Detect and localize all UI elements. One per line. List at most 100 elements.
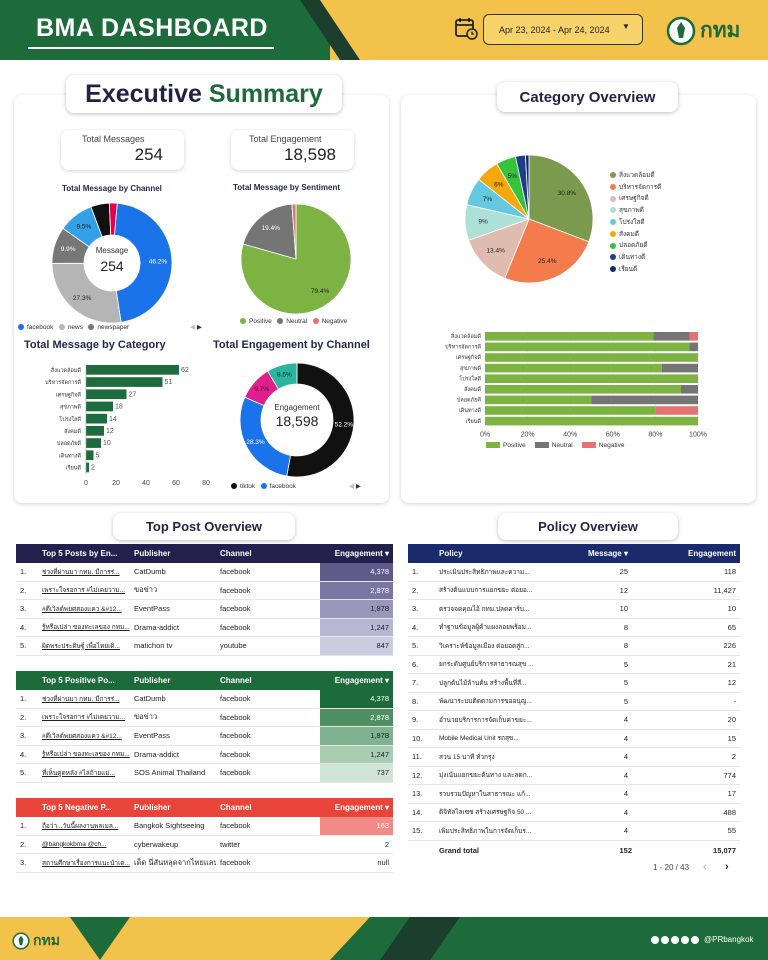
stacked-bar-segment[interactable] <box>655 406 698 415</box>
table-row[interactable]: 5. ที่เห็นดูดหลัง #ไล่ถ้ายแม่... SOS Anima… <box>16 763 393 783</box>
table-row[interactable]: 2. @bangkokbma @ch... cyberwakeup twitter 2 <box>16 835 393 854</box>
stacked-bar-segment[interactable] <box>591 395 699 405</box>
line-icon[interactable] <box>691 935 699 944</box>
pie-slice[interactable] <box>286 363 354 477</box>
calendar-icon[interactable] <box>454 16 478 40</box>
table-row[interactable]: 11. สวน 15 นาที ทั่วกรุง 4 2 <box>408 747 740 767</box>
sort-engagement-header[interactable]: Engagement ▾ <box>320 544 393 563</box>
category-bar[interactable] <box>86 389 127 400</box>
category-bar[interactable] <box>86 438 101 448</box>
table-row[interactable]: 5. วิเคราะห์ข้อมูลเมือง ต่อยอดสู่ก... 8 226 <box>408 636 740 656</box>
stacked-bar-segment[interactable] <box>485 385 681 394</box>
stacked-bar-segment[interactable] <box>485 342 690 352</box>
pie-slice[interactable] <box>524 155 530 220</box>
post-link[interactable]: เพราะใจรอการ #ไม่เคยวาม... <box>38 581 130 600</box>
stacked-bar-segment[interactable] <box>653 332 690 341</box>
stacked-bar-segment[interactable] <box>680 385 698 394</box>
table-row[interactable]: 3. สถานศึกษาเรื่องการแนะนำเด... เด็ด นี่สั… <box>16 853 393 873</box>
table-row[interactable]: 3. #ดีเวิลด์พยศสองแคว &#12... EventPass fac… <box>16 726 393 746</box>
stacked-bar-segment[interactable] <box>485 363 662 373</box>
date-range-picker[interactable]: Apr 23, 2024 - Apr 24, 2024 <box>483 14 643 45</box>
chevron-down-icon[interactable]: ▼ <box>622 22 630 31</box>
table-row[interactable]: 2. เพราะใจรอการ #ไม่เคยวาม... ขอข่าว facebo… <box>16 708 393 727</box>
bar-value-label: 62 <box>181 367 189 374</box>
table-header-row: Top 5 Posts by En... Publisher Channel Enga… <box>16 544 393 563</box>
post-link[interactable]: #ดีเวิลด์พยศสองแคว &#12... <box>38 599 130 619</box>
category-bar[interactable] <box>86 377 163 387</box>
post-link[interactable]: ช่วงที่ผ่านมา กทม. มีการร่... <box>38 562 130 582</box>
category-bar[interactable] <box>86 426 104 436</box>
stacked-bar-segment[interactable] <box>485 332 654 341</box>
facebook-icon[interactable] <box>651 935 659 944</box>
next-page-icon[interactable]: ▶ <box>355 483 361 490</box>
post-link[interactable]: #ดีเวิลด์พยศสองแคว &#12... <box>38 726 130 746</box>
category-bar[interactable] <box>86 462 89 473</box>
category-bar[interactable] <box>86 401 113 412</box>
pie-slice[interactable] <box>52 262 122 323</box>
table-row[interactable]: 10. Mobile Medical Unit รถสุข... 4 15 <box>408 729 740 748</box>
post-link[interactable]: ผิดพระประดิษฐ์ เพื่อไทยเดิ... <box>38 636 130 656</box>
pie-slice[interactable] <box>267 363 298 390</box>
table-row[interactable]: 2. เพราะใจรอการ #ไม่เคยวาม... ขอข่าว facebo… <box>16 581 393 600</box>
table-row[interactable]: 3. ตรวจจดคุณไอ้ กทม.ปลดคาร์บ... 10 10 <box>408 599 740 619</box>
sort-engagement-header[interactable]: Engagement ▾ <box>320 798 393 817</box>
pie-slice[interactable] <box>114 203 172 323</box>
pie-slice[interactable] <box>504 218 590 283</box>
legend-pager[interactable]: ◀ ▶ <box>349 482 361 490</box>
post-link[interactable]: สถานศึกษาเรื่องการแนะนำเด... <box>38 853 130 873</box>
category-bar[interactable] <box>86 450 94 461</box>
pie-slice[interactable] <box>468 218 530 279</box>
post-link[interactable]: @bangkokbma @ch... <box>38 835 130 854</box>
table-row[interactable]: 1. ช่วงที่ผ่านมา กทม. มีการร่... CatDumb fa… <box>16 689 393 709</box>
prev-page-button[interactable]: ‹ <box>703 861 707 873</box>
post-link[interactable]: รู้หรือเปล่า ของทะเลของ กทม... <box>38 618 130 637</box>
prev-page-icon[interactable]: ◀ <box>349 483 354 490</box>
stacked-bar-segment[interactable] <box>485 353 698 362</box>
stacked-bar-segment[interactable] <box>485 416 698 426</box>
table-row[interactable]: 8. พัฒนาระบบติดตามการขออนุญ... 5- <box>408 692 740 711</box>
table-row[interactable]: 15. เพิ่มประสิทธิภาพในการจัดเก็บร... 4 55 <box>408 821 740 841</box>
post-link[interactable]: เพราะใจรอการ #ไม่เคยวาม... <box>38 708 130 727</box>
pie-slice[interactable] <box>242 204 297 260</box>
table-row[interactable]: 4. ทำฐานข้อมูลผู้ค้าแผงลอยพร้อม... 8 65 <box>408 618 740 637</box>
stacked-bar-segment[interactable] <box>689 342 698 352</box>
table-row[interactable]: 9. อำนวยบริการการจัดเก็บค่าขยะ... 4 20 <box>408 710 740 730</box>
table-row[interactable]: 4. รู้หรือเปล่า ของทะเลของ กทม... Drama-ad… <box>16 618 393 637</box>
table-row[interactable]: 4. รู้หรือเปล่า ของทะเลของ กทม... Drama-ad… <box>16 745 393 764</box>
table-row[interactable]: 2. สร้างต้นแบบการแยกขยะ ต่อยอ... 12 11,427 <box>408 581 740 600</box>
pie-slice[interactable] <box>108 203 118 236</box>
legend-pager[interactable]: ◀ ▶ <box>190 323 202 331</box>
table-row[interactable]: 14. ดิจิทัลไลเซซ สร้างเศรษฐกิจ 50 ... 4 488 <box>408 803 740 822</box>
table-row[interactable]: 5. ผิดพระประดิษฐ์ เพื่อไทยเดิ... matichon … <box>16 636 393 656</box>
sort-engagement-header[interactable]: Engagement ▾ <box>320 671 393 690</box>
post-link[interactable]: ที่เห็นดูดหลัง #ไล่ถ้ายแม่... <box>38 763 130 783</box>
pie-slice[interactable] <box>291 204 297 260</box>
post-link[interactable]: ช่วงที่ผ่านมา กทม. มีการร่... <box>38 689 130 709</box>
table-row[interactable]: 6. ยกระดับศูนย์บริการสาธารณสุข ... 5 21 <box>408 655 740 674</box>
pie-slice[interactable] <box>528 155 593 243</box>
table-row[interactable]: 1. ถือว่า...วันนี้ผลงานพลเมล... Bangkok Si… <box>16 816 393 836</box>
table-row[interactable]: 12. มุ่งเน้นแยกขยะต้นทาง และลดก... 4 774 <box>408 766 740 785</box>
table-row[interactable]: 13. รวบรวมปัญหาในสาธารณะ แก้... 4 17 <box>408 784 740 804</box>
next-page-button[interactable]: › <box>725 861 729 873</box>
prev-page-icon[interactable]: ◀ <box>190 324 195 331</box>
stacked-bar-segment[interactable] <box>689 332 698 341</box>
youtube-icon[interactable] <box>681 935 689 944</box>
table-row[interactable]: 3. #ดีเวิลด์พยศสองแคว &#12... EventPass fac… <box>16 599 393 619</box>
engagement-cell: 4,378 <box>320 689 393 709</box>
stacked-bar-segment[interactable] <box>661 363 698 373</box>
category-bar[interactable] <box>86 365 179 375</box>
stacked-bar-segment[interactable] <box>485 406 656 415</box>
twitter-icon[interactable] <box>661 935 669 944</box>
category-bar[interactable] <box>86 413 107 424</box>
stacked-bar-segment[interactable] <box>485 374 698 383</box>
post-link[interactable]: รู้หรือเปล่า ของทะเลของ กทม... <box>38 745 130 764</box>
sort-message-header[interactable]: Message ▾ <box>570 544 632 563</box>
stacked-bar-segment[interactable] <box>485 395 592 405</box>
next-page-icon[interactable]: ▶ <box>196 324 202 331</box>
table-row[interactable]: 1. ช่วงที่ผ่านมา กทม. มีการร่... CatDumb fa… <box>16 562 393 582</box>
post-link[interactable]: ถือว่า...วันนี้ผลงานพลเมล... <box>38 816 130 836</box>
instagram-icon[interactable] <box>671 935 679 944</box>
table-row[interactable]: 7. ปลูกต้นไม้ล้านต้น สร้างพื้นที่สี... 5 12 <box>408 673 740 693</box>
table-row[interactable]: 1. ประเมินประสิทธิภาพและความ... 25 118 <box>408 562 740 582</box>
